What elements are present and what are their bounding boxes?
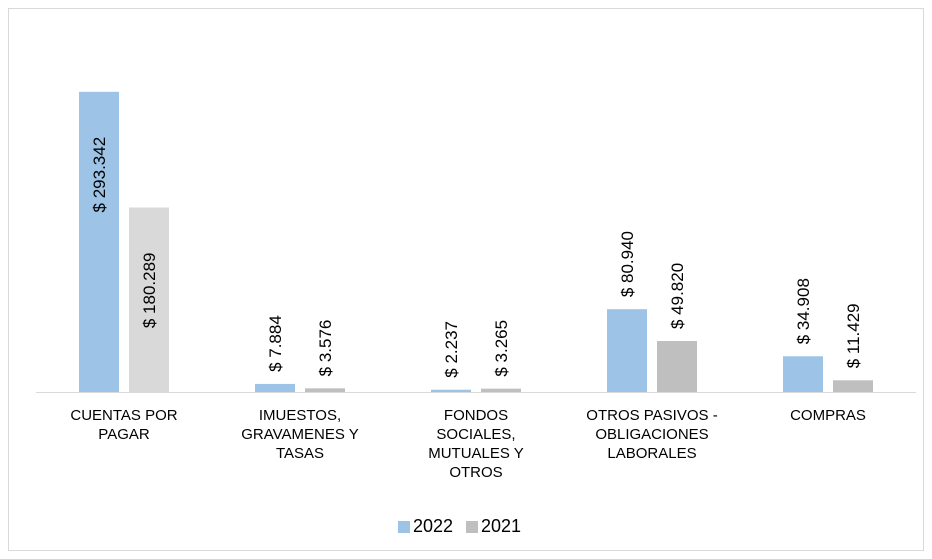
x-tick-label: IMUESTOS, GRAVAMENES Y TASAS — [241, 407, 359, 462]
bar — [481, 388, 521, 392]
data-label: $ 180.289 — [140, 253, 159, 329]
data-label: $ 7.884 — [266, 315, 285, 372]
bar — [255, 383, 295, 392]
bar — [431, 389, 471, 392]
data-label: $ 11.429 — [844, 303, 863, 368]
x-tick-label: COMPRAS — [790, 407, 866, 424]
data-label: $ 2.237 — [442, 321, 461, 378]
bar — [833, 380, 873, 392]
legend-label: 2021 — [481, 516, 521, 536]
legend-label: 2022 — [413, 516, 453, 536]
data-label: $ 3.576 — [316, 320, 335, 377]
x-tick-label: OTROS PASIVOS -OBLIGACIONES LABORALES — [586, 407, 717, 462]
bar — [657, 341, 697, 392]
data-label: $ 293.342 — [90, 137, 109, 213]
bar — [79, 91, 119, 392]
data-label: $ 80.940 — [618, 231, 637, 297]
bar — [305, 388, 345, 392]
x-tick-label: FONDOS SOCIALES, MUTUALES Y OTROS — [428, 407, 524, 481]
legend-swatch — [398, 521, 410, 533]
data-label: $ 49.820 — [668, 263, 687, 329]
bar — [783, 356, 823, 392]
data-label: $ 3.265 — [492, 320, 511, 377]
legend-swatch — [466, 521, 478, 533]
bar — [607, 309, 647, 392]
data-label: $ 34.908 — [794, 278, 813, 344]
x-tick-label: CUENTAS POR PAGAR — [70, 407, 177, 443]
bar — [129, 207, 169, 392]
